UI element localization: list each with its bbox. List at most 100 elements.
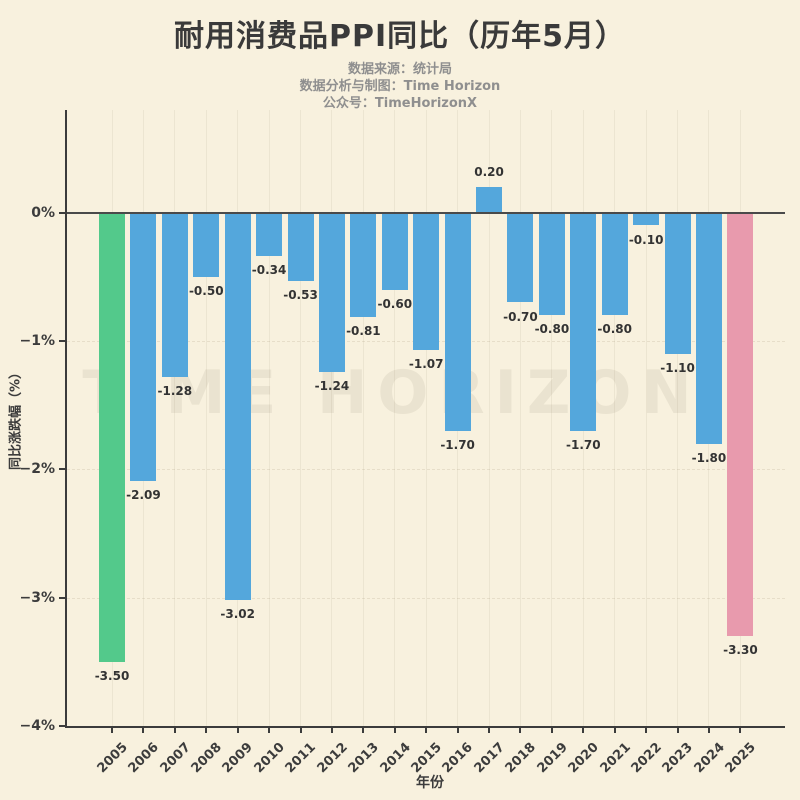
bar-value-label: -0.80	[534, 322, 570, 337]
bar	[476, 187, 503, 213]
bar-value-label: -3.30	[723, 643, 758, 658]
bar	[538, 212, 565, 316]
x-tick-label: 2010	[251, 740, 288, 777]
bar	[381, 212, 408, 290]
gridline-vertical	[268, 110, 270, 726]
bar-value-label: -2.09	[126, 487, 161, 502]
gridline-vertical	[300, 110, 302, 726]
page-title: 耐用消费品PPI同比（历年5月）	[173, 19, 626, 54]
x-axis-tick-mark	[519, 726, 522, 733]
y-axis-tick-mark	[59, 211, 65, 214]
y-tick-label: −3%	[19, 589, 56, 606]
x-axis-tick-mark	[707, 726, 710, 733]
y-axis-spine	[65, 110, 67, 728]
bar	[570, 212, 597, 431]
bar-value-label: -1.24	[314, 378, 350, 393]
bar-value-label: -1.70	[566, 437, 601, 452]
x-axis-tick-mark	[111, 726, 113, 733]
gridline-vertical	[645, 110, 647, 726]
x-tick-label: 2012	[314, 740, 351, 777]
x-axis-tick-mark	[393, 726, 396, 733]
bar-value-label: -0.50	[188, 283, 224, 298]
zero-line	[67, 211, 785, 214]
subtitle-author: 数据分析与制图：Time Horizon	[299, 79, 501, 94]
bar	[601, 212, 628, 316]
x-axis-tick-mark	[645, 726, 648, 733]
gridline-horizontal	[67, 597, 785, 599]
subtitle-source: 数据来源：统计局	[347, 62, 452, 77]
gridline-horizontal	[67, 469, 785, 471]
y-tick-label: 0%	[31, 204, 55, 221]
x-tick-label: 2006	[125, 740, 163, 777]
x-tick-label: 2019	[534, 740, 571, 777]
x-tick-label: 2009	[220, 740, 257, 777]
x-tick-label: 2008	[188, 740, 225, 777]
bar	[161, 212, 188, 377]
gridline-vertical	[174, 110, 176, 726]
bar-value-label: -0.81	[346, 323, 381, 338]
x-tick-label: 2005	[94, 740, 131, 777]
gridline-vertical	[331, 110, 333, 726]
y-tick-label: −1%	[19, 333, 56, 349]
x-tick-label: 2017	[471, 740, 508, 777]
bar-value-label: -1.07	[408, 356, 444, 371]
x-axis-tick-mark	[268, 726, 271, 733]
bar-value-label: -3.50	[94, 668, 130, 683]
x-axis-tick-mark	[613, 726, 616, 733]
gridline-vertical	[394, 110, 396, 726]
chart-header: 耐用消费品PPI同比（历年5月） 数据来源：统计局 数据分析与制图：Time H…	[0, 0, 800, 112]
x-axis-tick-mark	[582, 726, 585, 733]
gridline-vertical	[425, 110, 427, 726]
bar	[99, 212, 125, 662]
bar	[224, 212, 251, 601]
bar-value-label: -0.80	[597, 322, 633, 337]
x-tick-label: 2018	[502, 740, 540, 777]
gridline-vertical	[488, 110, 490, 726]
bar-value-label: -0.53	[283, 287, 318, 302]
bar	[350, 212, 377, 317]
x-tick-label: 2020	[565, 740, 602, 777]
subtitle-block: 数据来源：统计局 数据分析与制图：Time Horizon 公众号：TimeHo…	[0, 61, 800, 112]
y-axis-tick-mark	[59, 340, 65, 342]
x-tick-label: 2013	[345, 740, 382, 777]
x-tick-label: 2021	[597, 740, 634, 777]
x-axis-tick-mark	[676, 726, 679, 733]
x-tick-label: 2007	[157, 740, 194, 777]
gridline-vertical	[519, 110, 521, 726]
bar	[664, 212, 691, 354]
x-axis-tick-mark	[236, 726, 239, 733]
y-tick-label: −4%	[19, 718, 56, 734]
bar-value-label: -1.10	[660, 360, 695, 375]
bar-value-label: -0.70	[503, 309, 538, 324]
x-tick-label: 2011	[282, 740, 320, 777]
bar	[507, 212, 534, 303]
x-tick-label: 2023	[659, 740, 697, 777]
x-axis-spine	[65, 726, 785, 728]
x-tick-label: 2014	[377, 740, 414, 777]
y-axis-tick-mark	[59, 596, 65, 599]
bar	[633, 212, 660, 226]
x-axis-tick-mark	[142, 726, 145, 733]
x-axis-tick-mark	[488, 726, 491, 733]
y-axis-tick-mark	[59, 725, 65, 727]
x-tick-label: 2022	[628, 740, 665, 777]
x-tick-label: 2024	[691, 740, 728, 777]
x-axis-tick-mark	[550, 726, 553, 733]
bar-value-label: -1.70	[440, 437, 475, 452]
bar-value-label: 0.20	[474, 165, 504, 179]
gridline-vertical	[551, 110, 553, 726]
bar-value-label: -0.10	[628, 232, 664, 247]
bar	[318, 212, 345, 372]
x-axis-tick-mark	[205, 726, 208, 733]
bar	[130, 212, 157, 481]
x-axis-tick-mark	[739, 726, 742, 733]
y-tick-label: −2%	[19, 461, 56, 478]
x-axis-tick-mark	[299, 726, 302, 733]
bar-value-label: -1.80	[691, 450, 727, 465]
gridline-vertical	[677, 110, 679, 726]
bar-value-label: -0.34	[251, 263, 287, 278]
bar	[727, 212, 754, 637]
x-axis-tick-mark	[173, 726, 176, 733]
x-tick-label: 2025	[722, 740, 759, 777]
bar	[256, 212, 283, 257]
